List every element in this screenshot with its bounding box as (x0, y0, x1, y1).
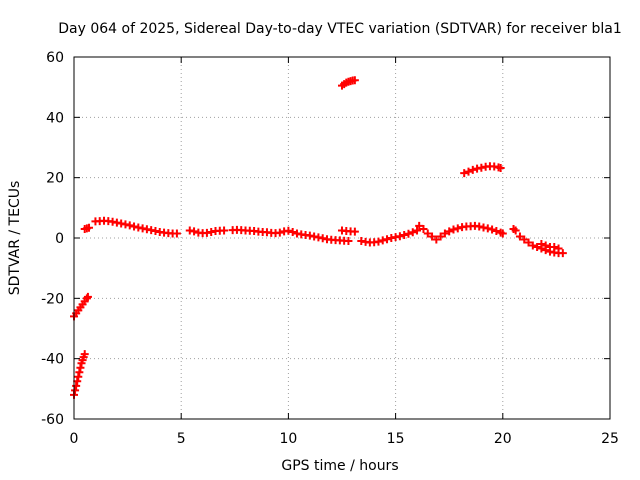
x-axis-label: GPS time / hours (281, 458, 398, 474)
data-point (190, 227, 199, 236)
data-point (374, 237, 383, 246)
data-point (432, 235, 441, 244)
data-point (395, 232, 404, 241)
data-point (460, 169, 469, 178)
data-point (533, 243, 542, 252)
data-point (419, 224, 428, 233)
axis-ticks (73, 56, 611, 420)
x-tick-label: 5 (177, 431, 186, 447)
data-point (275, 228, 284, 237)
y-tick-label: 0 (55, 231, 64, 247)
data-point (80, 350, 89, 359)
data-point (440, 229, 449, 238)
data-point (520, 235, 529, 244)
y-tick-label: 60 (46, 50, 64, 66)
data-point (383, 235, 392, 244)
data-point (83, 292, 92, 301)
data-point (415, 221, 424, 230)
x-tick-label: 20 (494, 431, 512, 447)
x-tick-label: 25 (601, 431, 619, 447)
data-point (76, 363, 85, 372)
data-point (423, 229, 432, 238)
y-tick-label: -20 (41, 291, 64, 307)
data-point (378, 236, 387, 245)
data-point (541, 241, 550, 250)
data-point (74, 372, 83, 381)
data-point (537, 240, 546, 249)
y-tick-label: -60 (41, 412, 64, 428)
data-point (350, 76, 359, 85)
data-point (428, 232, 437, 241)
data-point (524, 238, 533, 247)
data-point (496, 164, 505, 173)
data-point (468, 165, 477, 174)
data-point (408, 228, 417, 237)
data-point (492, 227, 501, 236)
data-point (75, 368, 84, 377)
data-point (125, 221, 134, 230)
data-point (284, 226, 293, 235)
data-point (436, 232, 445, 241)
y-tick-label: 40 (46, 110, 64, 126)
y-tick-label: -40 (41, 352, 64, 368)
data-point (554, 244, 563, 253)
x-tick-labels: 0 5 10 15 20 25 (70, 431, 619, 447)
data-point (453, 224, 462, 233)
data-point (73, 377, 82, 386)
x-tick-label: 10 (279, 431, 297, 447)
data-point (344, 237, 353, 246)
data-point (350, 227, 359, 236)
x-tick-label: 0 (70, 431, 79, 447)
data-point (445, 227, 454, 236)
data-point (288, 227, 297, 236)
data-point (82, 294, 91, 303)
data-point (413, 226, 422, 235)
y-tick-labels: -60 -40 -20 0 20 40 60 (41, 50, 64, 428)
data-point (71, 386, 80, 395)
data-point (558, 249, 567, 258)
data-points (70, 76, 567, 399)
data-point (220, 226, 229, 235)
data-point (488, 225, 497, 234)
x-tick-label: 15 (387, 431, 405, 447)
data-point (528, 241, 537, 250)
data-point (172, 229, 181, 238)
data-point (449, 225, 458, 234)
y-axis-label: SDTVAR / TECUs (7, 181, 23, 296)
data-point (483, 224, 492, 233)
data-point (400, 230, 409, 239)
data-point (515, 232, 524, 241)
data-point (550, 243, 559, 252)
data-point (511, 226, 520, 235)
data-point (72, 381, 81, 390)
data-point (498, 229, 507, 238)
data-point (464, 167, 473, 176)
y-tick-label: 20 (46, 171, 64, 187)
data-point (85, 223, 94, 232)
chart-title: Day 064 of 2025, Sidereal Day-to-day VTE… (58, 21, 621, 37)
data-point (404, 229, 413, 238)
